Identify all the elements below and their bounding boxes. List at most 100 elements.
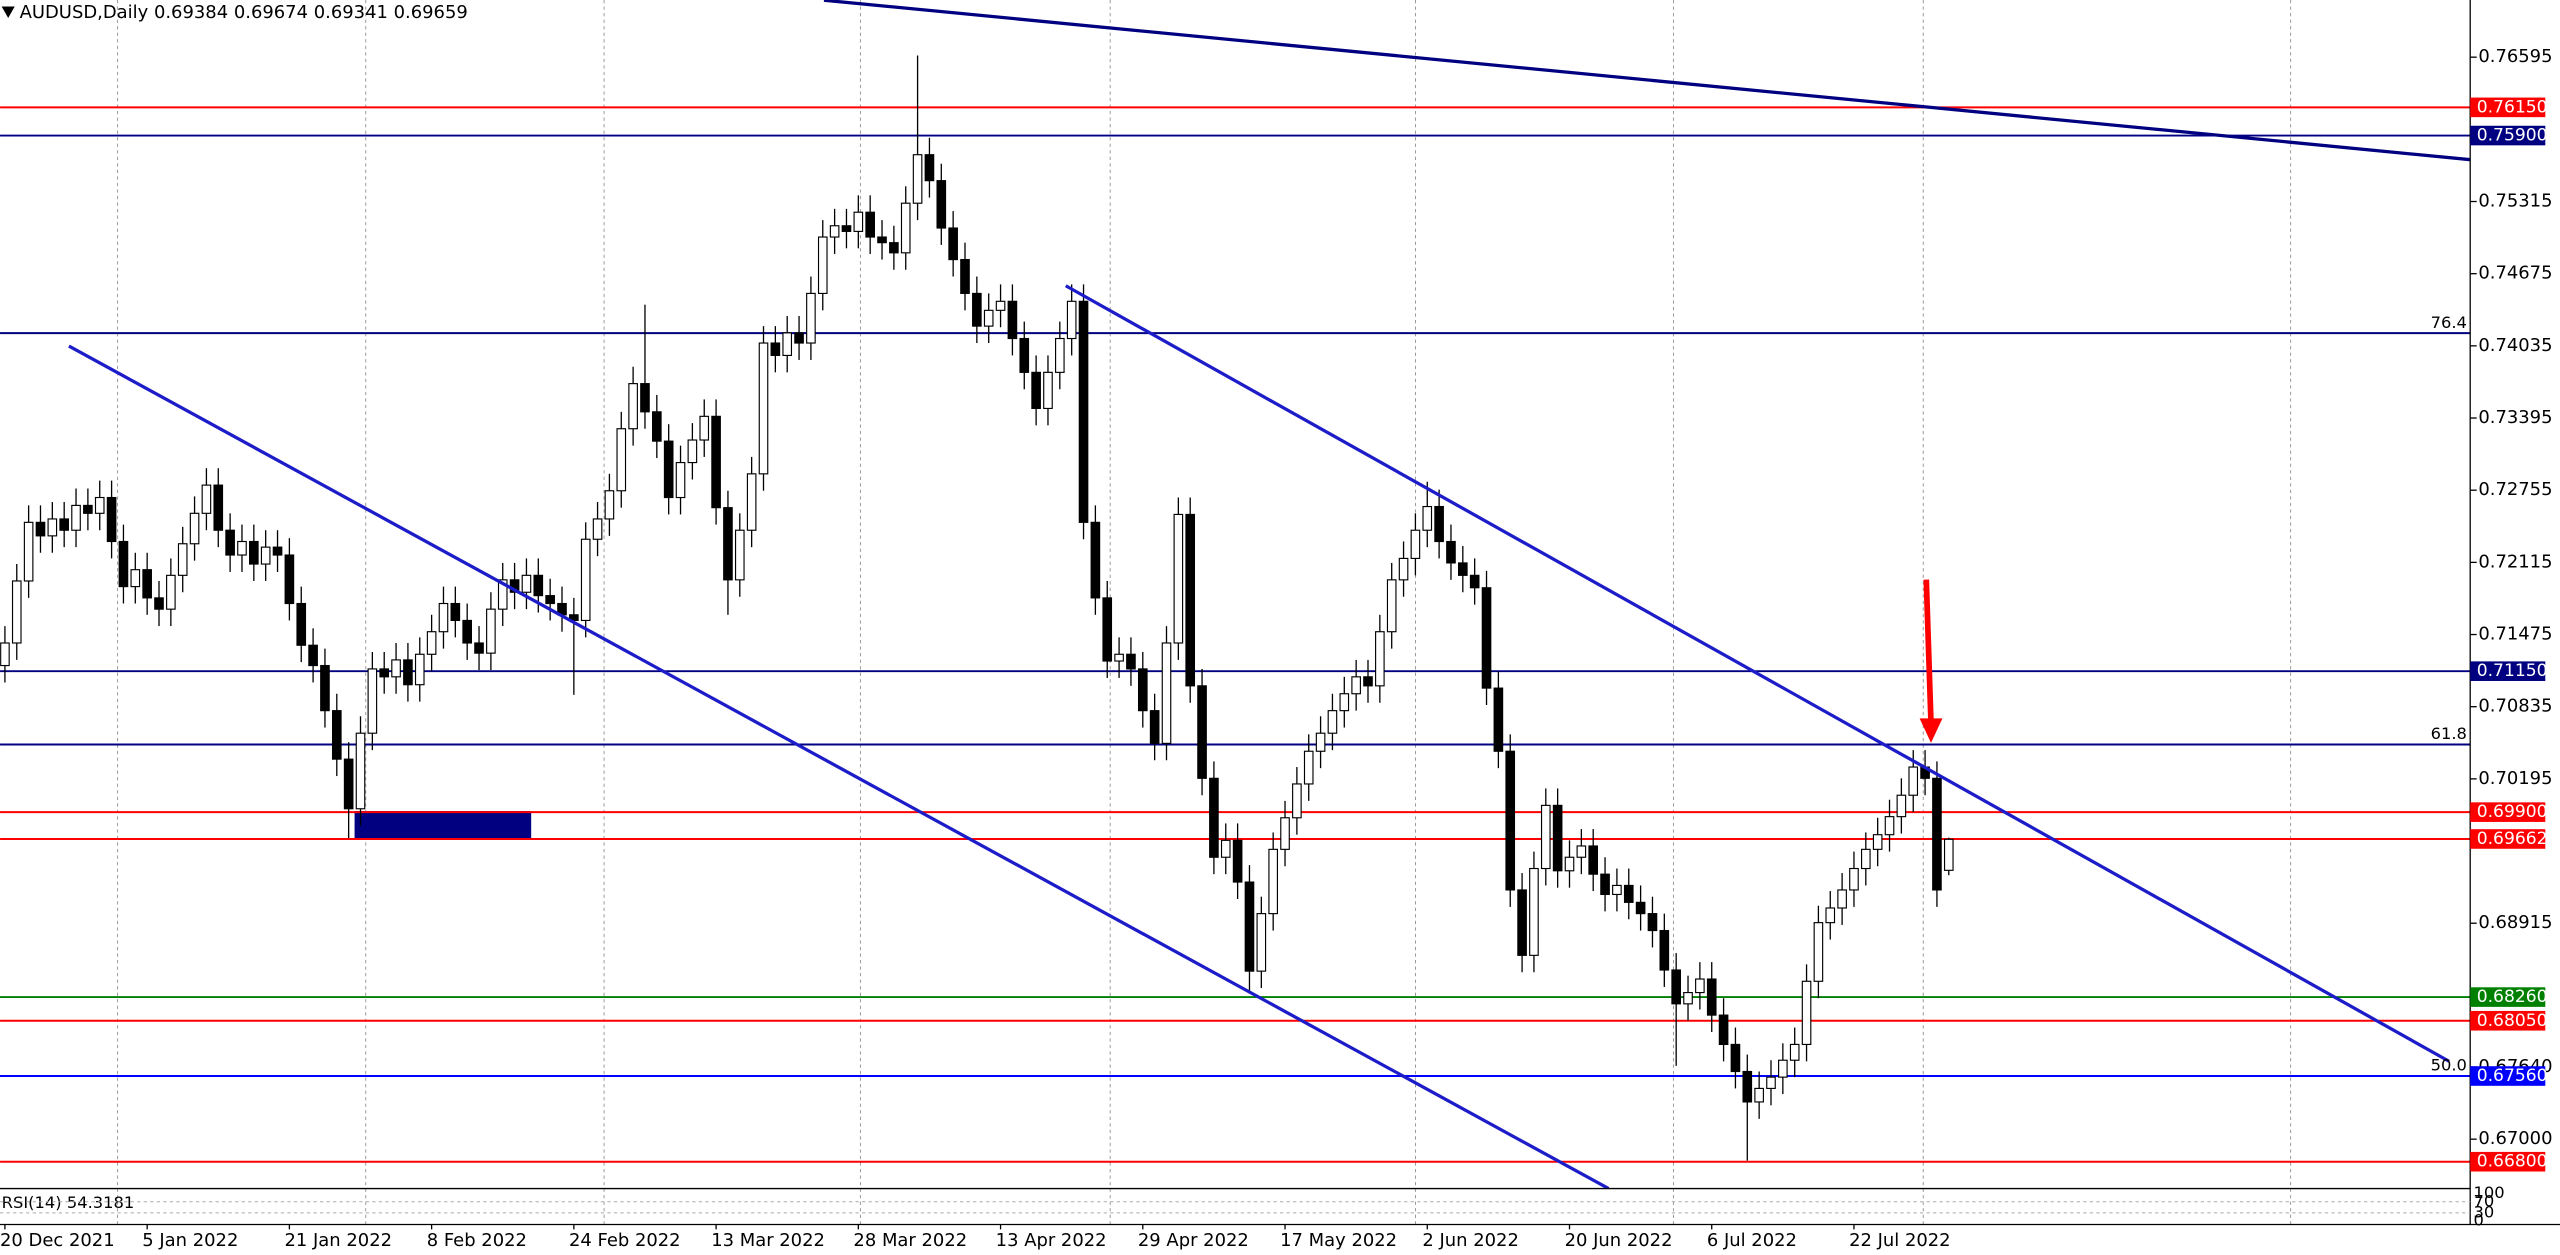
candle-body [462, 619, 472, 644]
candle-body [1375, 631, 1385, 687]
candle-body [545, 595, 555, 605]
candle-body [260, 546, 271, 565]
rsi-tick-label: 30 [2473, 1202, 2494, 1221]
candle-body [1932, 777, 1942, 891]
candle-body [320, 664, 330, 712]
candle-body [474, 642, 484, 654]
candle-body [1244, 881, 1255, 972]
candle-body [1540, 804, 1551, 870]
candle-body [877, 236, 887, 244]
candle-body [1778, 1059, 1788, 1078]
candle-body [1102, 597, 1113, 662]
level-tag [2470, 1066, 2546, 1086]
candle-body [1647, 913, 1658, 932]
candle-body [1825, 907, 1836, 924]
candle-body [912, 154, 923, 204]
candle-body [580, 538, 591, 622]
candle-body [1422, 505, 1433, 531]
candle-body [924, 154, 935, 182]
candle-body [1493, 687, 1504, 752]
price-pane [0, 0, 2471, 1189]
candle-body [889, 242, 899, 254]
candle-body [1884, 816, 1895, 836]
fib-label: 50.0 [2431, 1056, 2467, 1075]
x-tick-label: 21 Jan 2022 [284, 1230, 392, 1251]
level-label: 0.76150 [2477, 97, 2548, 117]
candle-body [1659, 929, 1670, 971]
candle-body [936, 180, 947, 229]
candle-body [983, 309, 994, 327]
candle-body [960, 259, 970, 294]
candle-body [249, 540, 259, 565]
level-tag [2470, 1151, 2546, 1172]
candle-body [687, 439, 698, 464]
candle-body [746, 473, 757, 531]
candle-body [237, 540, 247, 556]
candle-body [1292, 783, 1302, 819]
candle-body [1896, 794, 1907, 818]
ohlc-open: 0.69384 [154, 2, 228, 23]
candle-body [1398, 557, 1409, 581]
candle-body [652, 411, 662, 442]
candle-body [1031, 371, 1041, 410]
candle-body [296, 602, 307, 646]
candle-body [106, 496, 117, 543]
candle-body [1552, 804, 1563, 872]
candle-body [1529, 867, 1539, 956]
candle-body [1149, 710, 1160, 744]
candle-body [569, 614, 579, 622]
candle-body [284, 554, 295, 605]
candle-body [1066, 300, 1077, 340]
x-tick-label: 6 Jul 2022 [1707, 1230, 1797, 1251]
candle-body [1161, 642, 1172, 744]
candle-body [1505, 750, 1516, 891]
candle-body [1481, 587, 1492, 689]
candle-body [1315, 732, 1326, 752]
candle-body [1849, 867, 1859, 891]
candle-body [1943, 838, 1954, 871]
candle-body [166, 574, 176, 610]
y-tick-label: 0.70195 [2478, 768, 2552, 789]
y-tick-label: 0.73395 [2478, 407, 2552, 428]
candle-body [331, 710, 342, 760]
y-tick-label: 0.74675 [2478, 263, 2552, 284]
candle-body [1576, 845, 1587, 858]
level-label: 0.68050 [2477, 1011, 2548, 1031]
candle-body [1754, 1087, 1764, 1103]
candle-body [1114, 653, 1124, 662]
candle-body [1090, 521, 1101, 599]
candle-body [1600, 873, 1610, 896]
candle-body [213, 484, 224, 531]
rsi-label: RSI(14) [2, 1193, 62, 1212]
candle-body [948, 227, 958, 261]
candle-body [130, 569, 141, 588]
trendline [1064, 284, 2450, 1063]
candle-body [995, 300, 1006, 311]
candle-body [1351, 676, 1361, 695]
candle-body [1564, 856, 1575, 872]
candle-body [1730, 1043, 1741, 1073]
y-tick-label: 0.68915 [2478, 912, 2552, 933]
candle-body [1517, 889, 1527, 956]
candle-body [47, 518, 58, 537]
x-tick-label: 8 Feb 2022 [427, 1230, 527, 1251]
candle-body [11, 580, 22, 644]
candle-body [0, 642, 10, 667]
candle-body [770, 342, 781, 357]
candle-body [723, 507, 733, 581]
candle-body [379, 668, 390, 678]
candle-body [841, 225, 852, 232]
candle-body [1434, 505, 1444, 543]
level-label: 0.66800 [2477, 1152, 2548, 1172]
y-tick-label: 0.67000 [2478, 1128, 2552, 1149]
arrow-head [1919, 718, 1943, 743]
candle-body [865, 211, 875, 238]
candle-body [94, 496, 105, 514]
candle-body [1612, 884, 1622, 896]
header-icon [1, 6, 15, 18]
candle-body [675, 461, 686, 499]
candle-body [225, 529, 235, 556]
candle-body [1458, 562, 1468, 576]
